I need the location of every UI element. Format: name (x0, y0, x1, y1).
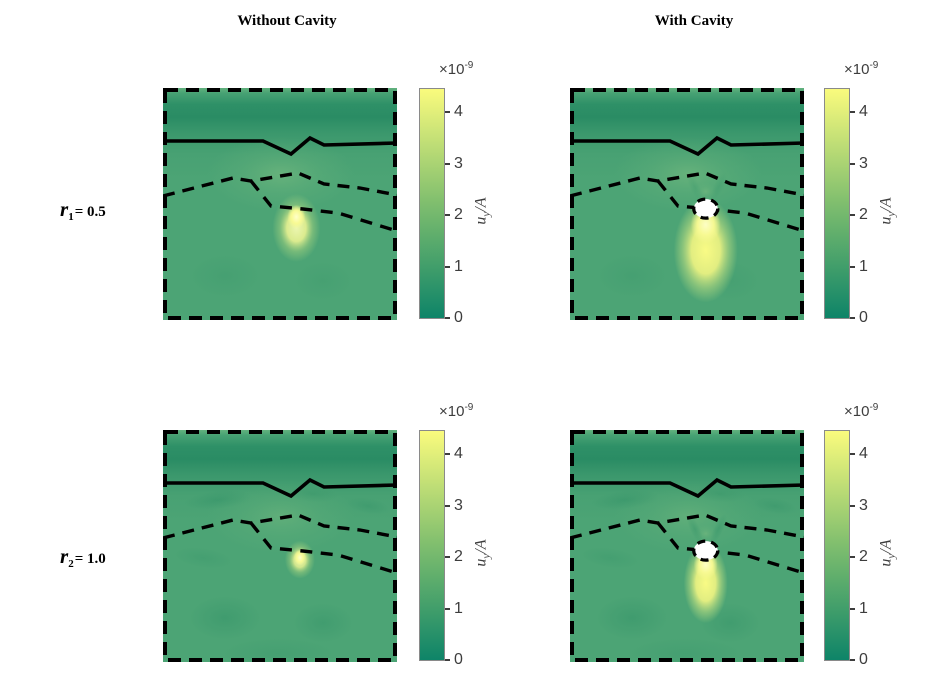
colorbar-tick-label: 2 (454, 206, 463, 223)
colorbar-tick-mark (445, 453, 450, 455)
colorbar-tick-mark (850, 504, 855, 507)
interface-line-dashed-upper (570, 171, 804, 198)
colorbar-tick-label: 2 (859, 548, 868, 565)
colorbar-exponent: ×10-9 (439, 402, 474, 420)
colorbar-tick-mark (445, 317, 450, 319)
interface-line-solid (163, 135, 397, 157)
colorbar-r2-with-cavity: ×10-9 4 3 2 1 0 uy/A (824, 402, 934, 691)
colorbar-tick-mark (850, 607, 855, 610)
colorbar-tick-mark (850, 453, 855, 455)
colorbar-tick-label: 1 (859, 599, 868, 617)
column-title-without-cavity: Without Cavity (237, 13, 337, 29)
colorbar-r2-without-cavity: ×10-9 4 3 2 1 0 uy/A (419, 402, 539, 691)
cavity-hole (692, 197, 720, 220)
interface-line-dashed-upper (163, 513, 397, 540)
colorbar-axis-label: uy/A (472, 197, 493, 225)
heatmap-panel-r2-without-cavity (163, 430, 397, 662)
colorbar-tick-mark (445, 556, 450, 558)
row-value: = 0.5 (74, 204, 106, 220)
interface-line-dashed-upper (163, 171, 397, 198)
colorbar-axis-label: uy/A (877, 539, 898, 567)
column-title-with-cavity: With Cavity (654, 13, 734, 29)
colorbar-tick-mark (445, 265, 450, 268)
colorbar-gradient (419, 88, 445, 319)
interface-line-solid (570, 135, 804, 157)
colorbar-tick-mark (850, 162, 855, 165)
colorbar-tick-mark (445, 659, 450, 661)
colorbar-tick-mark (850, 111, 855, 113)
colorbar-tick-mark (850, 265, 855, 268)
colorbar-tick-mark (445, 214, 450, 216)
colorbar-tick-label: 0 (454, 309, 463, 326)
panel-dashed-border (163, 430, 397, 662)
colorbar-gradient (419, 430, 445, 661)
heatmap-panel-r1-with-cavity (570, 88, 804, 320)
colorbar-tick-mark (445, 504, 450, 507)
colorbar-tick-mark (850, 556, 855, 558)
row-label-r1: r1= 0.5 (60, 197, 106, 224)
row-value: = 1.0 (74, 551, 106, 567)
colorbar-tick-label: 0 (454, 651, 463, 668)
colorbar-tick-mark (850, 214, 855, 216)
colorbar-tick-label: 4 (859, 445, 868, 462)
colorbar-tick-label: 0 (859, 309, 868, 326)
colorbar-tick-mark (850, 659, 855, 661)
row-subscript: 2 (68, 558, 74, 570)
colorbar-tick-label: 4 (454, 103, 463, 120)
colorbar-tick-label: 1 (859, 257, 868, 275)
row-subscript: 1 (68, 211, 74, 223)
colorbar-tick-label: 3 (859, 496, 868, 514)
colorbar-tick-mark (850, 317, 855, 319)
colorbar-tick-label: 3 (454, 154, 463, 172)
colorbar-tick-label: 2 (454, 548, 463, 565)
row-label-r2: r2= 1.0 (60, 544, 106, 571)
heatmap-panel-r1-without-cavity (163, 88, 397, 320)
colorbar-exponent: ×10-9 (844, 60, 879, 78)
panel-dashed-border (163, 88, 397, 320)
colorbar-exponent: ×10-9 (439, 60, 474, 78)
interface-line-dashed-lower (249, 179, 397, 233)
panel-dashed-border (570, 88, 804, 320)
colorbar-tick-label: 4 (454, 445, 463, 462)
row-symbol: r (60, 544, 69, 568)
colorbar-tick-label: 4 (859, 103, 868, 120)
colorbar-tick-label: 0 (859, 651, 868, 668)
panel-dashed-border (570, 430, 804, 662)
cavity-hole (692, 539, 720, 562)
colorbar-tick-label: 2 (859, 206, 868, 223)
interface-line-solid (570, 477, 804, 499)
colorbar-tick-label: 1 (454, 257, 463, 275)
colorbar-tick-label: 1 (454, 599, 463, 617)
colorbar-tick-label: 3 (859, 154, 868, 172)
colorbar-tick-mark (445, 111, 450, 113)
colorbar-axis-label: uy/A (877, 197, 898, 225)
colorbar-tick-mark (445, 162, 450, 165)
colorbar-r1-with-cavity: ×10-9 4 3 2 1 0 uy/A (824, 60, 934, 350)
interface-line-dashed-lower (249, 521, 397, 575)
interface-line-solid (163, 477, 397, 499)
colorbar-tick-label: 3 (454, 496, 463, 514)
colorbar-tick-mark (445, 607, 450, 610)
colorbar-gradient (824, 430, 850, 661)
heatmap-panel-r2-with-cavity (570, 430, 804, 662)
interface-line-dashed-upper (570, 513, 804, 540)
row-symbol: r (60, 197, 69, 221)
colorbar-r1-without-cavity: ×10-9 4 3 2 1 0 uy/A (419, 60, 539, 350)
colorbar-exponent: ×10-9 (844, 402, 879, 420)
colorbar-gradient (824, 88, 850, 319)
colorbar-axis-label: uy/A (472, 539, 493, 567)
